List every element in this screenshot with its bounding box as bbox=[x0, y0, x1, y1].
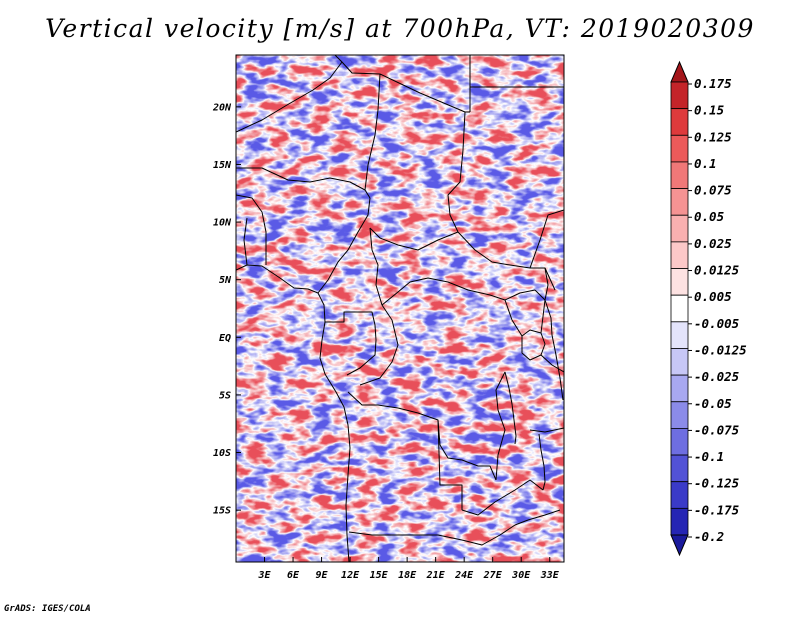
lat-tick-label: 20N bbox=[212, 102, 232, 113]
colorbar-segment bbox=[670, 374, 689, 403]
lat-tick-label: 10N bbox=[213, 218, 232, 229]
coastline bbox=[236, 264, 351, 562]
colorbar-label: 0.175 bbox=[694, 76, 732, 91]
lon-tick-label: 12E bbox=[341, 570, 360, 581]
map-title: Vertical velocity [m/s] at 700hPa, VT: 2… bbox=[45, 14, 755, 43]
colorbar-label: -0.075 bbox=[694, 422, 740, 437]
lon-tick-label: 6E bbox=[287, 570, 300, 581]
lake-malawi bbox=[538, 433, 546, 491]
border-chad-car bbox=[369, 227, 459, 251]
boundaries bbox=[236, 55, 564, 562]
colorbar-segment bbox=[670, 108, 689, 136]
colorbar-segment bbox=[670, 401, 689, 429]
border-tanzania bbox=[540, 354, 564, 373]
lon-tick-label: 27E bbox=[483, 570, 503, 581]
lake-victoria bbox=[521, 329, 546, 361]
lake-tanganyika bbox=[504, 371, 517, 445]
border-ethiopia bbox=[529, 209, 564, 269]
lon-tick-label: 30E bbox=[511, 570, 531, 581]
colorbar-segment bbox=[670, 294, 689, 323]
colorbar-segment bbox=[670, 134, 689, 163]
border-gabon bbox=[325, 311, 377, 341]
border-niger-chad bbox=[364, 73, 381, 191]
colorbar-bottom-triangle bbox=[670, 534, 689, 557]
colorbar-segment bbox=[670, 348, 689, 376]
border-cameroon-car bbox=[369, 227, 383, 306]
colorbar-segment bbox=[670, 507, 689, 536]
border-angola-zambia bbox=[437, 419, 463, 510]
colorbar-label: -0.025 bbox=[694, 369, 740, 384]
colorbar-segment bbox=[670, 241, 689, 269]
colorbar-label: 0.15 bbox=[694, 103, 725, 118]
colorbar-label: -0.175 bbox=[694, 502, 740, 517]
border-angola-namibia bbox=[348, 531, 463, 541]
colorbar-label: 0.005 bbox=[694, 289, 732, 304]
border-niger-nigeria bbox=[236, 167, 371, 199]
colorbar-label: -0.1 bbox=[694, 449, 724, 464]
border-nigeria-cameroon bbox=[317, 197, 371, 294]
colorbar-segment bbox=[670, 188, 689, 216]
border-south-sudan-drc bbox=[504, 299, 523, 337]
lat-tick-label: 5N bbox=[219, 275, 232, 286]
map-frame bbox=[235, 54, 565, 563]
lon-tick-label: 21E bbox=[426, 570, 446, 581]
colorbar-label: 0.05 bbox=[694, 209, 725, 224]
colorbar-label: 0.125 bbox=[694, 129, 732, 144]
colorbar-segment bbox=[670, 428, 689, 456]
lat-tick-label: 10S bbox=[213, 448, 231, 459]
colorbar-label: 0.0125 bbox=[694, 263, 740, 278]
grads-credit: GrADS: IGES/COLA bbox=[4, 604, 91, 614]
longitude-axis: 3E 6E 9E 12E 15E 18E 21E 24E 27E 30E 33E bbox=[257, 557, 560, 581]
colorbar-segment bbox=[670, 161, 689, 189]
border-zambia bbox=[461, 479, 544, 516]
colorbar-label: -0.125 bbox=[694, 476, 740, 491]
border-chad-sudan bbox=[447, 111, 466, 233]
map-panel: 20N 15N 10N 5N EQ 5S 10S 15S 3E 6E 9E 12E 15E 18E 21E… bbox=[212, 54, 565, 581]
border-mozambique bbox=[527, 509, 561, 521]
border-benin bbox=[261, 211, 267, 265]
border-uganda-kenya bbox=[540, 267, 549, 334]
colorbar-label: 0.075 bbox=[694, 183, 732, 198]
colorbar-label: -0.005 bbox=[694, 316, 740, 331]
border-niger-libya bbox=[334, 55, 381, 75]
lon-tick-label: 9E bbox=[316, 570, 329, 581]
colorbar-segment bbox=[670, 454, 689, 483]
colorbar-segment bbox=[670, 481, 689, 509]
lat-tick-label: EQ bbox=[219, 333, 231, 344]
colorbar-label: -0.05 bbox=[694, 396, 732, 411]
colorbar-label: 0.025 bbox=[694, 236, 732, 251]
colorbar-segment bbox=[670, 268, 689, 296]
border-congo bbox=[346, 339, 377, 376]
border-burkina bbox=[236, 194, 263, 213]
colorbar-segment bbox=[670, 81, 689, 110]
lat-tick-label: 15N bbox=[213, 160, 232, 171]
lat-tick-label: 15S bbox=[213, 506, 231, 517]
lon-tick-label: 33E bbox=[540, 570, 560, 581]
colorbar-segment bbox=[670, 321, 689, 349]
border-togo bbox=[243, 217, 248, 266]
lon-tick-label: 24E bbox=[454, 570, 474, 581]
colorbar-label: 0.1 bbox=[694, 156, 717, 171]
colorbar: 0.175 0.15 0.125 0.1 0.075 0.05 0.025 0.0125 0.0… bbox=[670, 60, 747, 557]
border-drc-angola bbox=[347, 391, 497, 481]
lon-tick-label: 18E bbox=[398, 570, 417, 581]
colorbar-label: -0.2 bbox=[694, 529, 724, 544]
border-libya-chad bbox=[379, 73, 470, 113]
colorbar-top-triangle bbox=[670, 60, 689, 83]
border-drc-east bbox=[495, 371, 506, 481]
latitude-axis: 20N 15N 10N 5N EQ 5S 10S 15S bbox=[212, 102, 241, 517]
colorbar-segment bbox=[670, 214, 689, 243]
lon-tick-label: 15E bbox=[370, 570, 389, 581]
lon-tick-label: 3E bbox=[257, 570, 271, 581]
border-tanzania-south bbox=[529, 427, 564, 433]
velocity-field bbox=[236, 55, 564, 562]
border-algeria-niger bbox=[236, 61, 343, 133]
colorbar-label: -0.0125 bbox=[694, 342, 747, 357]
border-zambia-zimbabwe bbox=[461, 519, 529, 546]
border-congo-drc bbox=[359, 304, 399, 386]
border-car-drc bbox=[381, 277, 536, 306]
lat-tick-label: 5S bbox=[219, 390, 231, 401]
